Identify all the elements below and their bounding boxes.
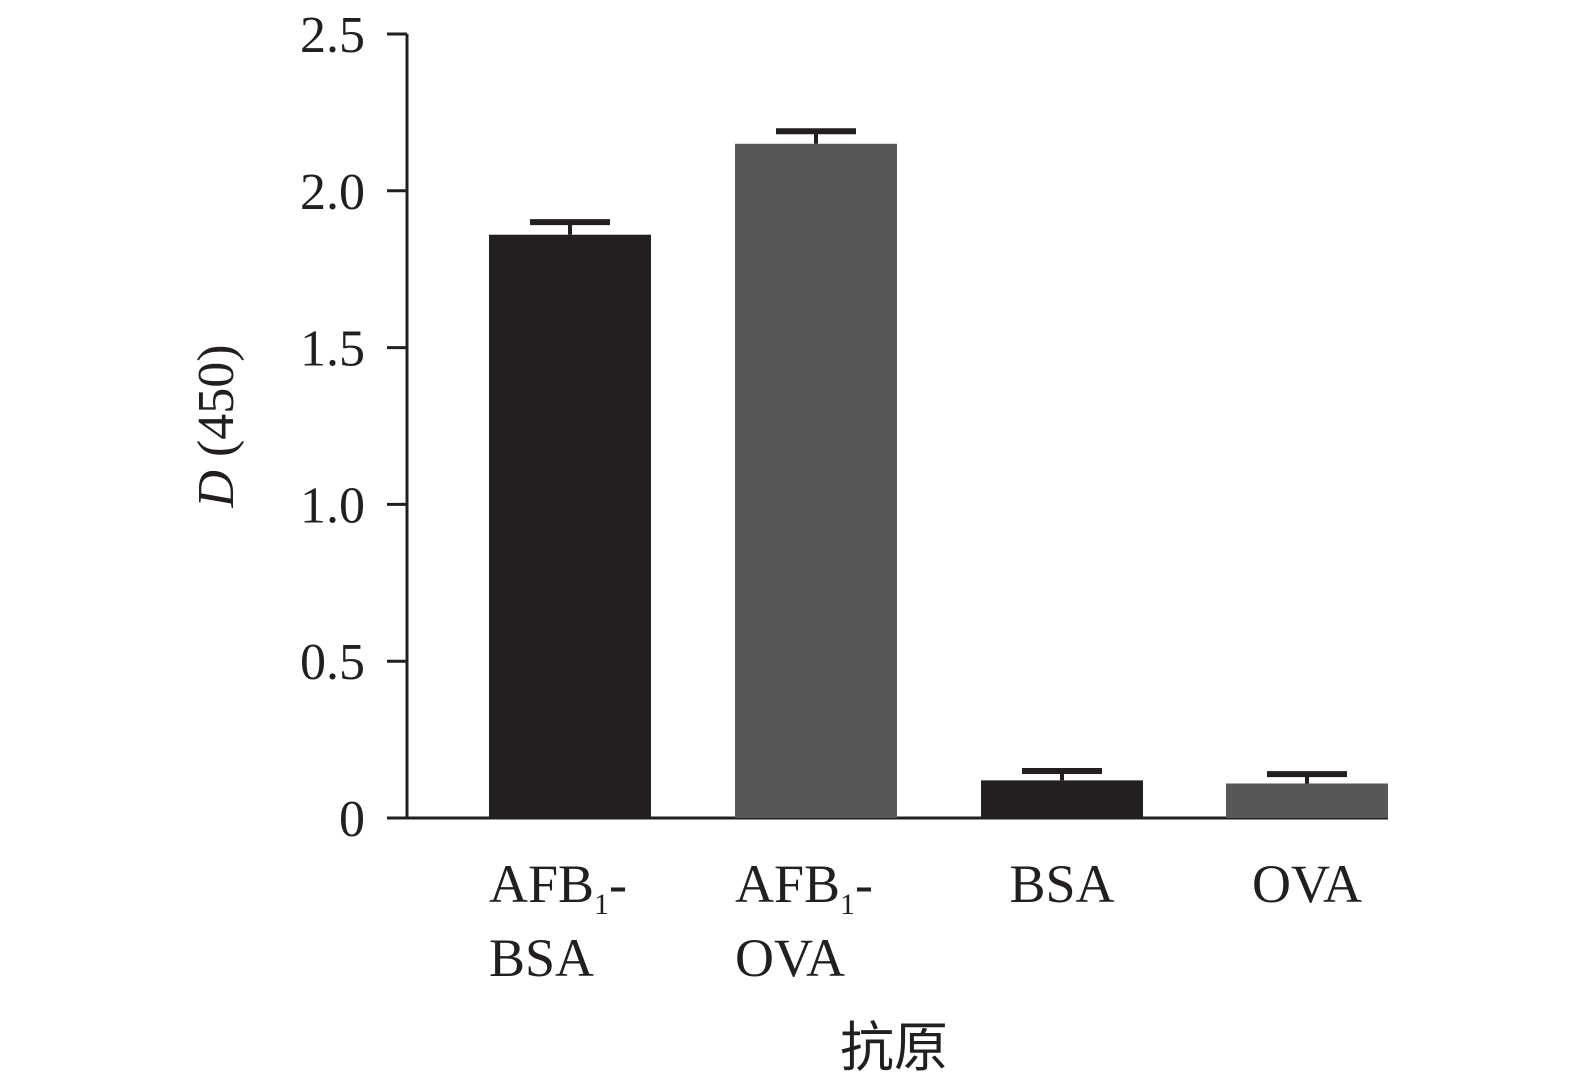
x-tick-label: BSA (1009, 854, 1114, 914)
y-axis-label: D (450) (188, 344, 245, 508)
bar-afb1-bsa (489, 234, 651, 819)
bars (489, 128, 1388, 819)
y-tick-label: 1.5 (300, 321, 365, 378)
bar-ova (1226, 783, 1388, 818)
y-tick-label: 0 (339, 791, 365, 848)
x-tick-label: BSA (489, 928, 594, 988)
y-tick-label: 1.0 (300, 477, 365, 534)
y-tick-label: 2.0 (300, 164, 365, 221)
x-tick-label: OVA (735, 928, 845, 988)
y-tick-label: 0.5 (300, 634, 365, 691)
x-tick-label: AFB1- (489, 854, 627, 921)
x-axis-label: 抗原 (840, 1018, 948, 1078)
y-tick-label: 2.5 (300, 7, 365, 64)
labels: 0 0.5 1.0 1.5 2.0 2.5 AFB1- BSA AFB1- OVA BSA OVA D … (188, 7, 1362, 1078)
x-tick-label: AFB1- (735, 854, 873, 921)
bar-bsa (981, 780, 1143, 818)
x-tick-label: OVA (1252, 854, 1362, 914)
bar-afb1-ova (735, 143, 897, 818)
